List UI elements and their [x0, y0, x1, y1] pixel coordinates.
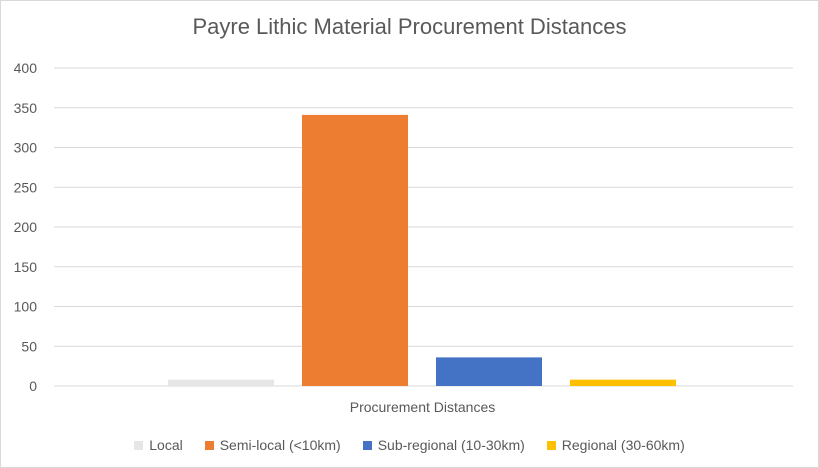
y-tick-label: 400: [14, 60, 38, 76]
legend: Local Semi-local (<10km) Sub-regional (10-…: [0, 437, 819, 453]
legend-swatch: [362, 440, 372, 450]
plot-area: 0 50 100 150 200 250 300 350 400: [14, 60, 793, 394]
legend-label: Sub-regional (10-30km): [377, 437, 525, 453]
legend-label: Semi-local (<10km): [219, 437, 341, 453]
y-tick-label: 150: [14, 259, 38, 275]
legend-label: Local: [149, 437, 183, 453]
legend-item: Local: [134, 437, 183, 453]
bar-2: [302, 114, 408, 386]
y-tick-label: 50: [21, 338, 37, 354]
bar-1: [168, 379, 274, 386]
bar-3: [436, 357, 542, 386]
y-tick-label: 350: [14, 100, 38, 116]
y-tick-label: 0: [29, 378, 37, 394]
legend-label: Regional (30-60km): [561, 437, 685, 453]
y-tick-label: 100: [14, 299, 38, 315]
legend-swatch: [204, 440, 214, 450]
y-tick-label: 200: [14, 219, 38, 235]
y-tick-label: 300: [14, 140, 38, 156]
chart-title: Payre Lithic Material Procurement Distan…: [192, 14, 627, 39]
legend-item: Sub-regional (10-30km): [362, 437, 525, 453]
legend-item: Semi-local (<10km): [204, 437, 341, 453]
y-tick-label: 250: [14, 179, 38, 195]
legend-item: Regional (30-60km): [546, 437, 685, 453]
x-axis-label: Procurement Distances: [349, 399, 496, 415]
legend-swatch: [134, 440, 144, 450]
legend-swatch: [546, 440, 556, 450]
bar-4: [570, 379, 676, 386]
